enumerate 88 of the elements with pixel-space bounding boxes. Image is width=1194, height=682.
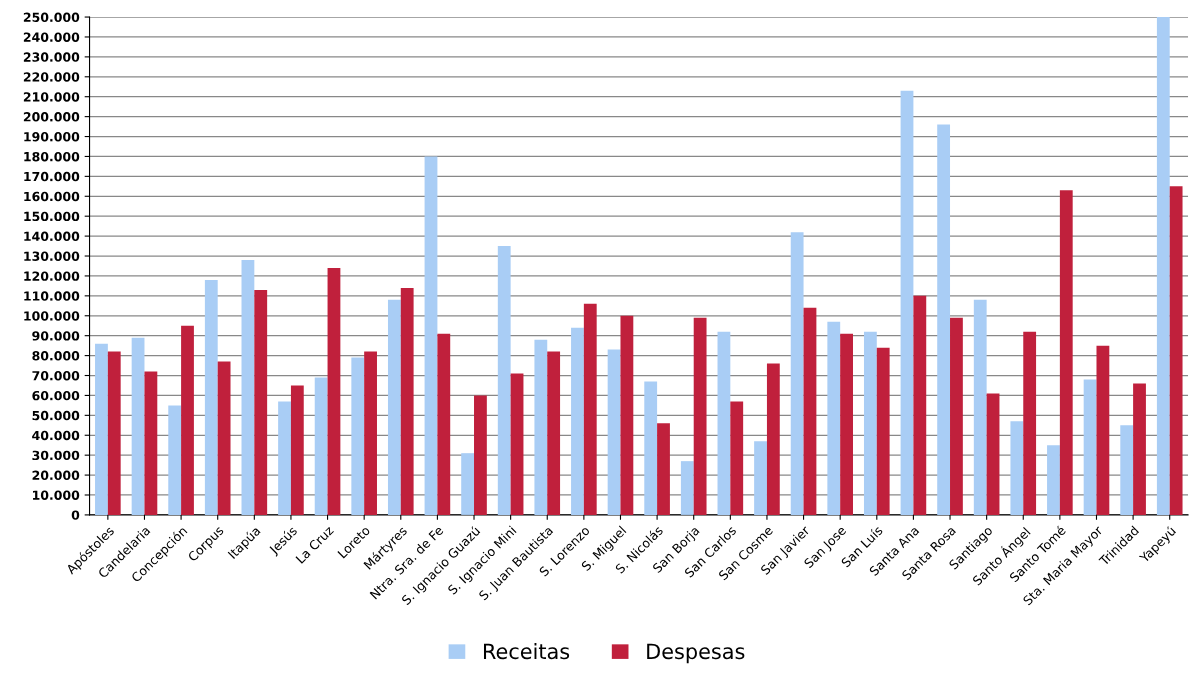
bar <box>461 453 475 515</box>
bar <box>1047 445 1060 515</box>
bar <box>766 363 780 515</box>
bar <box>950 317 963 515</box>
bar <box>474 395 487 515</box>
y-tick-label: 240.000 <box>23 32 80 42</box>
y-tick-label: 130.000 <box>24 251 80 261</box>
bar <box>680 461 694 515</box>
bar <box>973 299 987 515</box>
bar <box>181 325 194 515</box>
bar <box>437 333 451 515</box>
y-tick-label: 110.000 <box>24 291 80 301</box>
y-tick-label: 160.000 <box>24 191 80 202</box>
bar <box>754 441 767 515</box>
y-tick-label: 60.000 <box>32 390 80 401</box>
bar <box>204 279 218 515</box>
bar <box>1156 17 1170 515</box>
bar <box>583 303 597 515</box>
bar <box>424 156 438 515</box>
bar <box>387 299 401 515</box>
y-tick-label: 20.000 <box>32 470 80 481</box>
bar <box>1133 383 1146 515</box>
bar <box>400 287 414 515</box>
bar <box>876 347 890 515</box>
bar <box>217 361 231 515</box>
bar <box>1059 190 1073 515</box>
bar <box>95 343 108 515</box>
bar <box>730 401 744 515</box>
bar <box>840 333 853 515</box>
legend-label: Receitas <box>483 643 570 660</box>
bar <box>107 351 121 515</box>
y-tick-label: 210.000 <box>23 92 80 102</box>
bar <box>937 124 951 515</box>
bar <box>863 331 877 515</box>
bar <box>351 357 365 515</box>
y-tick-label: 40.000 <box>32 430 80 441</box>
y-tick-label: 70.000 <box>32 370 80 381</box>
bar <box>717 331 731 515</box>
bar <box>827 321 841 515</box>
y-tick-label: 80.000 <box>32 351 80 361</box>
bar <box>790 232 804 515</box>
bar <box>900 90 914 515</box>
bar <box>364 351 377 515</box>
y-tick-label: 190.000 <box>24 132 80 142</box>
bar <box>1169 186 1183 515</box>
y-tick-label: 180.000 <box>24 151 80 162</box>
bar <box>241 260 255 515</box>
bar <box>327 267 341 515</box>
y-tick-label: 100.000 <box>24 311 80 321</box>
bar <box>497 246 511 515</box>
bar <box>803 307 817 515</box>
bar <box>1120 425 1134 515</box>
bar <box>1096 345 1110 515</box>
bar <box>534 339 548 515</box>
y-tick-label: 170.000 <box>24 171 80 182</box>
y-tick-label: 140.000 <box>24 231 80 242</box>
bar <box>131 337 145 515</box>
bar <box>1010 421 1024 515</box>
bar <box>1023 331 1037 515</box>
bar <box>644 381 658 515</box>
legend-label: Despesas <box>647 643 745 664</box>
y-tick-label: 120.000 <box>24 271 80 281</box>
y-tick-label: 200.000 <box>23 112 80 122</box>
bar <box>168 405 182 515</box>
bar <box>254 289 268 515</box>
bar <box>510 373 524 515</box>
bar <box>657 423 670 515</box>
bar <box>693 317 707 515</box>
y-tick-label: 0 <box>71 510 80 520</box>
bar <box>290 385 304 515</box>
bar <box>278 401 291 515</box>
bar <box>986 393 1000 515</box>
y-tick-label: 30.000 <box>32 450 80 461</box>
bar <box>620 315 634 515</box>
y-tick-label: 230.000 <box>23 52 80 62</box>
y-tick-label: 50.000 <box>32 410 80 421</box>
bar <box>144 371 158 515</box>
bar <box>913 295 927 515</box>
y-tick-label: 220.000 <box>23 72 80 82</box>
y-tick-label: 10.000 <box>33 490 80 500</box>
bar <box>607 349 621 515</box>
bar <box>547 351 561 515</box>
bar <box>1083 379 1097 515</box>
y-tick-label: 150.000 <box>24 211 80 222</box>
bar <box>571 327 584 515</box>
bar <box>314 377 328 515</box>
y-tick-label: 90.000 <box>32 331 80 341</box>
y-tick-label: 250.000 <box>23 12 80 22</box>
